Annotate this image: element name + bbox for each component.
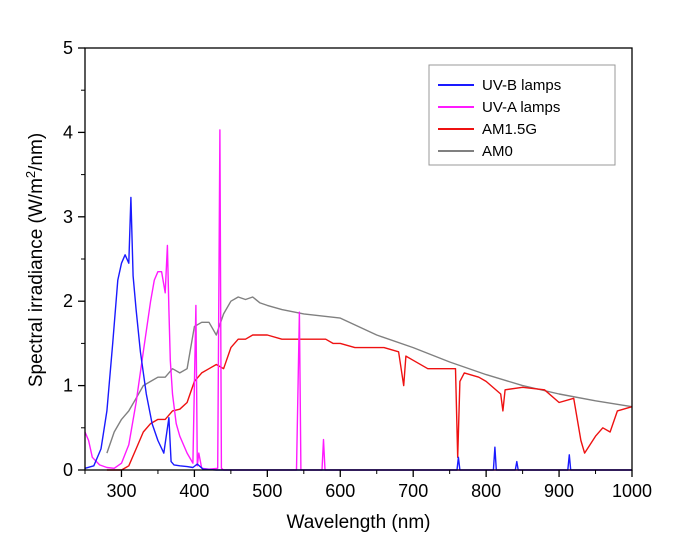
series-line-uv-b-lamps <box>84 196 632 471</box>
x-axis-title: Wavelength (nm) <box>287 512 431 533</box>
legend: UV-B lamps UV-A lamps AM1.5G AM0 <box>428 64 616 166</box>
y-axis-title-superscript: 2 <box>23 171 38 178</box>
y-axis-title-tail: /nm) <box>26 133 47 171</box>
x-tick-label: 500 <box>252 481 282 501</box>
legend-label-uvb: UV-B lamps <box>482 77 561 94</box>
series-line-uv-a-lamps <box>84 129 632 471</box>
series-line-am0 <box>106 296 633 454</box>
legend-label-am15g: AM1.5G <box>482 121 537 138</box>
ticks-layer: 300 400 500 600 700 800 900 1000 0 1 2 3 4 5 <box>63 38 652 501</box>
legend-item-uva: UV-A lamps <box>438 99 560 116</box>
y-tick-label: 2 <box>63 291 73 311</box>
y-tick-label: 0 <box>63 460 73 480</box>
series-layer <box>84 129 633 471</box>
y-tick-label: 4 <box>63 122 73 142</box>
y-axis-title-main: Spectral irradiance (W/m <box>26 178 47 387</box>
y-tick-label: 3 <box>63 207 73 227</box>
legend-label-am0: AM0 <box>482 143 513 160</box>
y-axis-title: Spectral irradiance (W/m2/nm) <box>23 133 47 387</box>
x-tick-label: 300 <box>106 481 136 501</box>
x-tick-label: 700 <box>398 481 428 501</box>
x-tick-label: 900 <box>544 481 574 501</box>
legend-item-uvb: UV-B lamps <box>438 77 561 94</box>
x-tick-label: 800 <box>471 481 501 501</box>
legend-label-uva: UV-A lamps <box>482 99 560 116</box>
x-tick-label: 1000 <box>612 481 652 501</box>
y-tick-label: 5 <box>63 38 73 58</box>
x-tick-label: 600 <box>325 481 355 501</box>
x-tick-label: 400 <box>179 481 209 501</box>
legend-box <box>428 64 616 166</box>
y-tick-label: 1 <box>63 376 73 396</box>
legend-item-am15g: AM1.5G <box>438 121 537 138</box>
legend-item-am0: AM0 <box>438 143 513 160</box>
